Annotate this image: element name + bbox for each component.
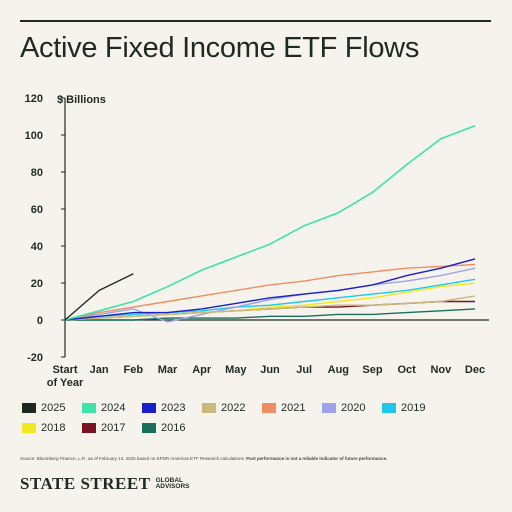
y-tick-label: 20 [31, 278, 43, 290]
legend-swatch [142, 423, 156, 433]
y-tick-label: 0 [37, 315, 43, 327]
legend-label: 2022 [221, 402, 246, 414]
y-tick-label: -20 [27, 352, 43, 364]
legend-label: 2019 [401, 402, 426, 414]
legend-swatch [82, 423, 96, 433]
legend-label: 2021 [281, 402, 306, 414]
series-line-2019 [64, 278, 476, 321]
x-tick-label: Jul [296, 364, 312, 376]
legend-swatch [142, 403, 156, 413]
x-tick-label: May [225, 364, 247, 376]
source-text: Source: Bloomberg Finance, L.P., as of F… [20, 456, 245, 461]
series-line-2022 [64, 295, 476, 321]
y-tick-label: 120 [25, 93, 43, 105]
brand-logo: STATE STREET GLOBAL ADVISORS [20, 474, 196, 494]
legend-label: 2016 [161, 422, 186, 434]
x-tick-label: Feb [124, 364, 144, 376]
brand-name: STATE STREET [20, 474, 151, 493]
legend-swatch [382, 403, 396, 413]
brand-subtitle: GLOBAL ADVISORS [155, 476, 196, 491]
legend-item-2021: 2021 [262, 401, 322, 415]
series-line-2021 [64, 263, 476, 321]
series-line-2024 [64, 125, 476, 321]
series-line-2025 [64, 273, 134, 321]
x-tick-label: Aug [328, 364, 349, 376]
brand-sub-line-2: ADVISORS [155, 483, 190, 490]
x-tick-label: Nov [430, 364, 452, 376]
x-tick-label: Oct [397, 364, 416, 376]
series-line-2023 [64, 258, 476, 321]
x-tick-label: Sep [362, 364, 382, 376]
legend-label: 2023 [161, 402, 186, 414]
legend-swatch [22, 403, 36, 413]
legend-item-2019: 2019 [382, 401, 442, 415]
legend-swatch [82, 403, 96, 413]
legend-label: 2017 [101, 422, 126, 434]
chart-title: Active Fixed Income ETF Flows [20, 32, 420, 64]
legend-item-2023: 2023 [142, 401, 202, 415]
legend-item-2024: 2024 [82, 401, 142, 415]
top-rule [20, 20, 491, 22]
legend-label: 2024 [101, 402, 126, 414]
x-tick-label: Apr [192, 364, 212, 376]
x-tick-label: Jun [260, 364, 280, 376]
legend-label: 2025 [41, 402, 66, 414]
series-line-2016 [65, 308, 476, 321]
legend-swatch [202, 403, 216, 413]
legend-item-2025: 2025 [22, 401, 82, 415]
series-line-2020 [64, 267, 476, 323]
legend-item-2017: 2017 [82, 421, 142, 435]
y-axis-label: $ Billions [57, 94, 106, 106]
line-chart: -20 0 20 40 60 80 100 120 $ Billions Start of Year… [25, 93, 489, 389]
y-tick-label: 80 [31, 167, 43, 179]
y-tick-label: 100 [25, 130, 43, 142]
source-note: Source: Bloomberg Finance, L.P., as of F… [20, 456, 490, 461]
legend-swatch [262, 403, 276, 413]
x-tick-label: Mar [158, 364, 178, 376]
y-tick-label: 60 [31, 204, 43, 216]
legend-item-2016: 2016 [142, 421, 202, 435]
legend-swatch [22, 423, 36, 433]
disclaimer-text: Past performance is not a reliable indic… [246, 456, 388, 461]
legend-item-2020: 2020 [322, 401, 382, 415]
x-tick-label: Dec [465, 364, 485, 376]
legend-item-2018: 2018 [22, 421, 82, 435]
x-tick-label: Jan [90, 364, 109, 376]
legend-swatch [322, 403, 336, 413]
x-tick-label: Start of Year [47, 364, 84, 389]
legend-item-2022: 2022 [202, 401, 262, 415]
y-tick-label: 40 [31, 241, 43, 253]
chart-legend: 2025 2024 2023 2022 2021 2020 2019 2018 2017 2016 [22, 401, 492, 435]
legend-label: 2018 [41, 422, 66, 434]
legend-label: 2020 [341, 402, 366, 414]
brand-sub-line-1: GLOBAL [155, 476, 184, 484]
